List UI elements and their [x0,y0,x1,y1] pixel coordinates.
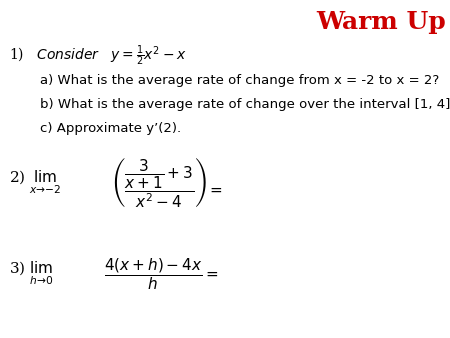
Text: c) Approximate y’(2).: c) Approximate y’(2). [40,122,182,135]
Text: Warm Up: Warm Up [316,10,446,34]
Text: $\left(\dfrac{\dfrac{3}{x+1}+3}{x^2-4}\right) =$: $\left(\dfrac{\dfrac{3}{x+1}+3}{x^2-4}\r… [112,155,224,210]
Text: a) What is the average rate of change from x = -2 to x = 2?: a) What is the average rate of change fr… [40,74,440,87]
Text: $\dfrac{4(x+h)-4x}{h} =$: $\dfrac{4(x+h)-4x}{h} =$ [104,256,218,292]
Text: 1)   $\mathit{Consider}$   $y = \frac{1}{2}x^2 - x$: 1) $\mathit{Consider}$ $y = \frac{1}{2}x… [9,44,187,68]
Text: 3) $\lim_{h \to 0}$: 3) $\lim_{h \to 0}$ [9,260,54,287]
Text: b) What is the average rate of change over the interval [1, 4]?: b) What is the average rate of change ov… [40,98,450,111]
Text: 2) $\lim_{x \to -2}$: 2) $\lim_{x \to -2}$ [9,169,61,196]
